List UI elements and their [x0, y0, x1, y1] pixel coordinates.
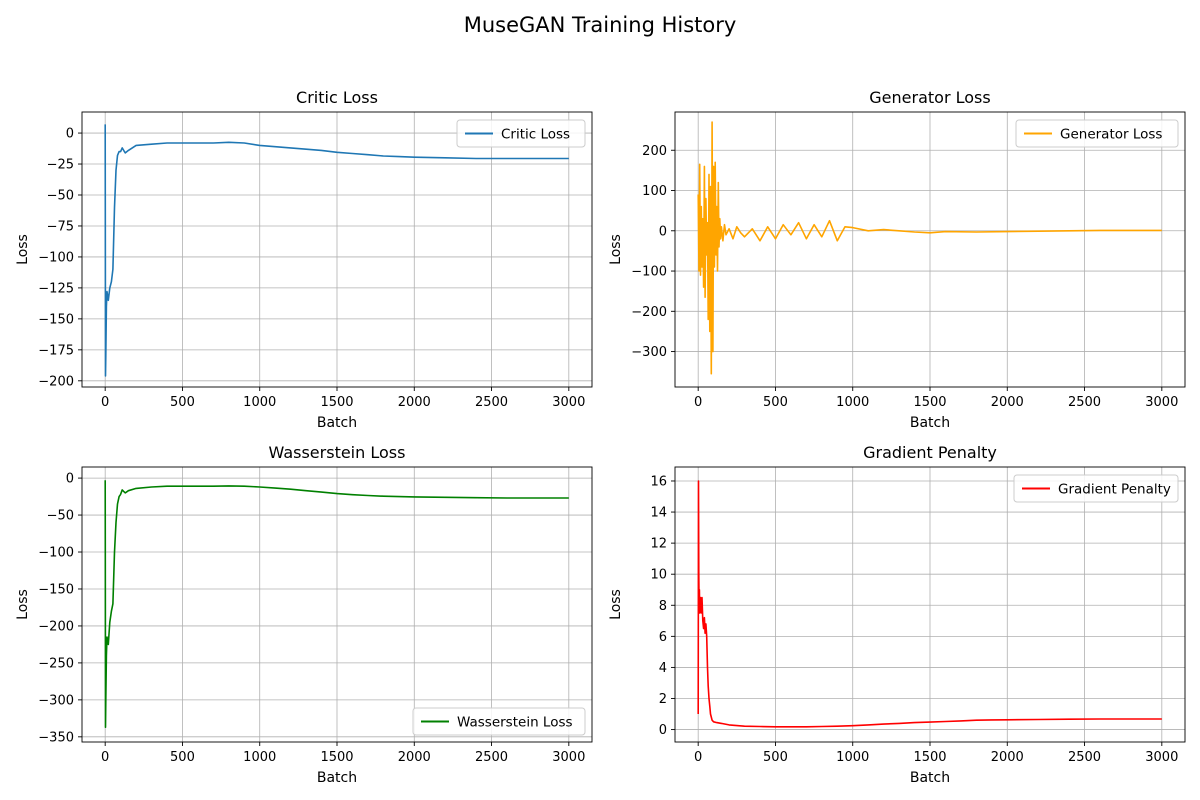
legend-label: Wasserstein Loss	[457, 715, 573, 731]
y-tick-label: −200	[631, 305, 667, 320]
x-tick-label: 1000	[836, 395, 869, 410]
y-tick-label: 0	[659, 224, 667, 239]
legend-box	[1013, 474, 1179, 503]
y-tick-label: −250	[38, 656, 74, 671]
legend-box	[456, 119, 586, 148]
y-tick-label: −150	[38, 312, 74, 327]
x-tick-label: 2000	[398, 395, 431, 410]
y-tick-label: 4	[659, 661, 667, 676]
y-tick-label: 0	[659, 723, 667, 738]
chart-panel: 0 500 1000 1500 2000 2500 3000 0 2 4 6 8 10 12 14 16 Gra…	[608, 443, 1186, 786]
x-tick-label: 500	[763, 395, 788, 410]
chart-panel: 0 500 1000 1500 2000 2500 30002001000−100−200−…	[608, 88, 1186, 431]
y-tick-label: −350	[38, 730, 74, 745]
y-tick-label: −200	[38, 619, 74, 634]
y-tick-label: −150	[38, 582, 74, 597]
x-tick-label: 1500	[913, 750, 946, 765]
x-tick-label: 500	[170, 750, 195, 765]
x-tick-label: 2500	[475, 395, 508, 410]
x-tick-label: 1000	[243, 395, 276, 410]
x-tick-label: 3000	[552, 395, 585, 410]
series-line	[697, 121, 1162, 375]
y-tick-label: 14	[650, 506, 667, 521]
x-tick-label: 1500	[320, 395, 353, 410]
legend-box	[412, 707, 586, 736]
x-axis-label: Batch	[910, 770, 950, 786]
x-tick-label: 1000	[243, 750, 276, 765]
x-tick-label: 2500	[475, 750, 508, 765]
x-tick-label: 1500	[320, 750, 353, 765]
legend: Generator Loss	[1015, 119, 1179, 148]
series-line	[104, 124, 569, 377]
y-tick-label: 12	[650, 537, 667, 552]
chart-title: Wasserstein Loss	[269, 443, 406, 462]
chart-title: Generator Loss	[869, 88, 990, 107]
y-tick-label: −300	[38, 693, 74, 708]
y-tick-label: −100	[38, 250, 74, 265]
y-axis-label: Loss	[608, 234, 624, 265]
x-tick-label: 0	[694, 750, 702, 765]
y-tick-label: 0	[66, 127, 74, 142]
legend: Wasserstein Loss	[412, 707, 586, 736]
x-axis-label: Batch	[910, 415, 950, 431]
y-tick-label: 6	[659, 630, 667, 645]
series-line	[697, 480, 1162, 728]
y-tick-label: 10	[650, 568, 667, 583]
x-tick-label: 0	[694, 395, 702, 410]
figure-title: MuseGAN Training History	[464, 13, 737, 37]
chart-panel: 0 500 1000 1500 2000 2500 3000 0 −50 −100 −150 −200…	[15, 443, 593, 786]
x-tick-label: 2500	[1068, 395, 1101, 410]
x-tick-label: 2000	[991, 395, 1024, 410]
series-line	[104, 480, 569, 729]
y-tick-label: −125	[38, 281, 74, 296]
y-tick-label: −100	[631, 265, 667, 280]
y-tick-label: 200	[642, 144, 667, 159]
x-tick-label: 2500	[1068, 750, 1101, 765]
y-tick-label: −75	[47, 219, 74, 234]
y-axis-label: Loss	[15, 589, 31, 620]
y-tick-label: 8	[659, 599, 667, 614]
legend-label: Gradient Penalty	[1058, 482, 1171, 498]
x-tick-label: 1000	[836, 750, 869, 765]
x-tick-label: 500	[170, 395, 195, 410]
legend: Gradient Penalty	[1013, 474, 1179, 503]
y-tick-label: −100	[38, 546, 74, 561]
y-tick-label: −175	[38, 343, 74, 358]
legend-box	[1015, 119, 1179, 148]
y-tick-label: −50	[47, 509, 74, 524]
chart-title: Gradient Penalty	[863, 443, 997, 462]
x-axis-label: Batch	[317, 415, 357, 431]
y-tick-label: −200	[38, 374, 74, 389]
chart-panel: 0 500 1000 1500 2000 2500 3000 0 −25 −50 −75 −100 −1…	[15, 88, 593, 431]
x-tick-label: 3000	[1145, 395, 1178, 410]
y-tick-label: −300	[631, 345, 667, 360]
x-tick-label: 0	[101, 395, 109, 410]
chart-title: Critic Loss	[296, 88, 378, 107]
x-tick-label: 3000	[1145, 750, 1178, 765]
legend-label: Generator Loss	[1060, 127, 1162, 143]
x-tick-label: 2000	[398, 750, 431, 765]
x-tick-label: 500	[763, 750, 788, 765]
y-tick-label: 100	[642, 184, 667, 199]
y-tick-label: 16	[650, 474, 667, 489]
legend: Critic Loss	[456, 119, 586, 148]
y-axis-label: Loss	[15, 234, 31, 265]
y-tick-label: 2	[659, 692, 667, 707]
y-tick-label: 0	[66, 472, 74, 487]
x-tick-label: 1500	[913, 395, 946, 410]
x-tick-label: 0	[101, 750, 109, 765]
y-tick-label: −50	[47, 188, 74, 203]
x-tick-label: 2000	[991, 750, 1024, 765]
y-axis-label: Loss	[608, 589, 624, 620]
x-axis-label: Batch	[317, 770, 357, 786]
legend-label: Critic Loss	[501, 127, 570, 143]
y-tick-label: −25	[47, 158, 74, 173]
x-tick-label: 3000	[552, 750, 585, 765]
